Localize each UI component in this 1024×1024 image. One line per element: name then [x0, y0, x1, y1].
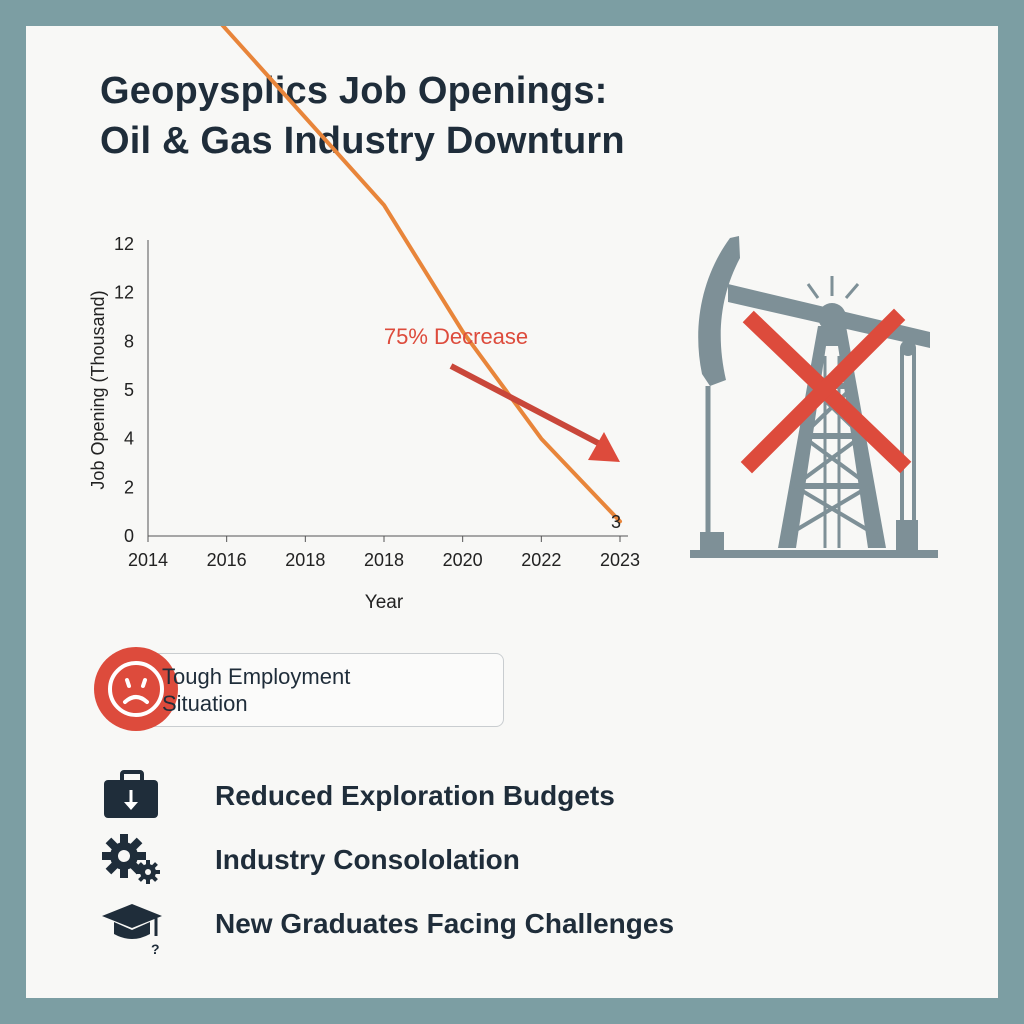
annotation-label: 75% Decrease — [384, 324, 528, 349]
status-card: Tough Employment Situation — [94, 647, 504, 731]
y-tick-label: 8 — [124, 331, 134, 351]
x-tick-label: 2020 — [443, 550, 483, 570]
title-line-2: Oil & Gas Industry Downturn — [100, 120, 625, 162]
y-tick-label: 2 — [124, 477, 134, 497]
y-axis-label: Job Opening (Thousand) — [88, 290, 108, 489]
chart-area: 0 2 4 5 8 12 12 2014 2016 2018 2018 2020 2022 2023 Yea… — [26, 26, 998, 998]
status-card-frame — [134, 653, 504, 727]
gears-icon — [100, 832, 166, 888]
factor-item-budgets: Reduced Exploration Budgets — [100, 768, 800, 824]
status-text: Tough Employment Situation — [162, 664, 351, 716]
title-line-1: Geopysplics Job Openings: — [100, 70, 608, 112]
x-tick-label: 2018 — [364, 550, 404, 570]
factor-label: Industry Consololation — [215, 844, 520, 875]
page-title: Geopysplics Job Openings: Oil & Gas Indu… — [100, 66, 625, 166]
y-tick-label: 0 — [124, 526, 134, 546]
x-tick-label: 2018 — [285, 550, 325, 570]
x-tick-label: 2016 — [207, 550, 247, 570]
series-line — [220, 26, 622, 524]
x-axis-label: Year — [365, 592, 404, 613]
x-tick-label: 2022 — [521, 550, 561, 570]
y-tick-label: 4 — [124, 429, 134, 449]
graduation-cap-question-icon: ? — [100, 896, 166, 957]
y-tick-label: 5 — [124, 380, 134, 400]
factor-label: New Graduates Facing Challenges — [215, 908, 675, 939]
line-chart: 0 2 4 5 8 12 12 2014 2016 2018 2018 2020 2022 2023 Yea… — [88, 26, 640, 613]
y-tick-label: 12 — [114, 234, 134, 254]
annotation-arrow-head — [588, 432, 620, 462]
svg-text:?: ? — [151, 941, 160, 957]
y-tick-label: 12 — [114, 283, 134, 303]
briefcase-down-icon — [100, 768, 166, 824]
annotation-arrow-shaft — [449, 363, 602, 447]
x-tick-label: 2014 — [128, 550, 168, 570]
factor-label: Reduced Exploration Budgets — [215, 780, 615, 811]
x-tick-label: 2023 — [600, 550, 640, 570]
factor-item-consolidation: Industry Consololation — [100, 832, 800, 888]
sad-face-icon — [94, 647, 178, 731]
end-value-label: 3 — [611, 512, 621, 532]
factor-item-graduates: ? New Graduates Facing Challenges — [100, 896, 800, 957]
infographic-card: Geopysplics Job Openings: Oil & Gas Indu… — [26, 26, 998, 998]
